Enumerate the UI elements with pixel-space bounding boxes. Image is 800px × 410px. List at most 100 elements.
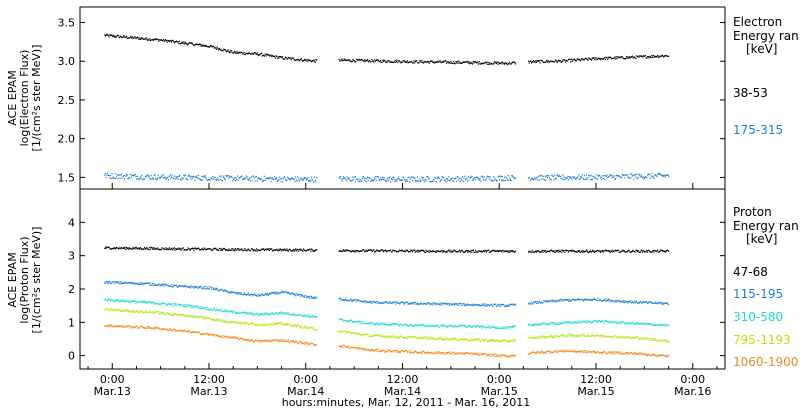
data-point	[144, 302, 146, 304]
data-point	[263, 54, 265, 56]
data-point	[279, 322, 281, 324]
data-point	[148, 175, 150, 177]
data-point	[572, 298, 574, 300]
data-point	[620, 176, 622, 178]
data-point	[162, 247, 164, 249]
proton-series-group	[104, 246, 670, 358]
data-point	[210, 249, 213, 251]
data-point	[407, 325, 409, 327]
data-point	[276, 248, 278, 251]
data-point	[109, 175, 112, 177]
data-point	[546, 336, 548, 338]
data-point	[193, 176, 195, 178]
data-point	[242, 178, 244, 180]
data-point	[416, 337, 419, 339]
data-point	[626, 323, 628, 325]
data-point	[549, 250, 551, 253]
data-point	[617, 322, 620, 324]
data-point	[202, 249, 205, 251]
data-point	[218, 336, 221, 338]
data-point	[170, 247, 173, 249]
data-point	[406, 179, 408, 181]
data-point	[510, 179, 512, 182]
data-point	[480, 304, 482, 307]
data-point	[273, 178, 275, 181]
data-point	[360, 180, 362, 182]
data-point	[263, 248, 265, 250]
data-point	[170, 303, 173, 305]
data-point	[166, 312, 168, 314]
data-point	[385, 180, 387, 182]
data-point	[631, 336, 633, 338]
data-point	[296, 59, 298, 61]
data-point	[219, 179, 221, 181]
data-point	[412, 249, 414, 251]
data-point	[363, 348, 366, 351]
data-point	[107, 298, 110, 300]
data-point	[603, 250, 605, 252]
data-point	[167, 285, 169, 287]
data-point	[417, 352, 419, 354]
data-point	[189, 332, 192, 334]
data-point	[437, 176, 439, 178]
data-point	[401, 350, 403, 352]
data-point	[171, 40, 173, 42]
data-point	[642, 250, 644, 252]
data-point	[160, 303, 162, 305]
data-point	[449, 249, 451, 251]
data-point	[606, 336, 608, 338]
data-point	[591, 321, 593, 324]
data-point	[624, 177, 626, 179]
data-point	[371, 180, 373, 182]
data-point	[306, 178, 308, 180]
data-point	[106, 33, 108, 35]
data-point	[392, 176, 395, 179]
data-point	[364, 177, 366, 179]
data-point	[644, 302, 646, 304]
data-point	[530, 179, 532, 181]
data-point	[600, 321, 602, 323]
data-point	[547, 324, 549, 326]
data-point	[358, 320, 360, 322]
data-point	[146, 282, 148, 284]
data-point	[365, 249, 367, 251]
data-point	[364, 60, 366, 62]
data-point	[242, 322, 244, 324]
data-point	[415, 338, 417, 340]
data-point	[176, 284, 178, 287]
data-point	[145, 248, 147, 250]
data-point	[283, 249, 285, 252]
data-point	[451, 338, 453, 340]
data-point	[387, 324, 390, 326]
data-point	[192, 306, 194, 308]
data-point	[351, 332, 353, 334]
data-point	[652, 54, 654, 57]
data-point	[559, 175, 562, 178]
data-point	[527, 323, 530, 325]
data-point	[605, 300, 607, 302]
data-point	[256, 52, 258, 54]
data-point	[374, 334, 377, 336]
data-point	[126, 37, 128, 39]
data-point	[371, 301, 374, 303]
data-point	[178, 247, 180, 249]
data-point	[243, 311, 245, 314]
data-point	[401, 336, 403, 339]
data-point	[268, 313, 271, 315]
data-point	[166, 249, 168, 251]
data-point	[178, 330, 181, 332]
data-point	[109, 325, 112, 327]
data-point	[643, 176, 645, 178]
data-point	[216, 178, 218, 180]
data-point	[390, 324, 392, 327]
data-point	[115, 36, 117, 38]
data-point	[348, 300, 350, 302]
data-point	[117, 309, 120, 311]
data-point	[532, 351, 534, 353]
data-point	[358, 333, 360, 336]
data-point	[197, 43, 199, 45]
data-point	[660, 174, 662, 176]
data-point	[153, 248, 155, 251]
data-point	[640, 337, 642, 340]
data-point	[242, 293, 244, 296]
